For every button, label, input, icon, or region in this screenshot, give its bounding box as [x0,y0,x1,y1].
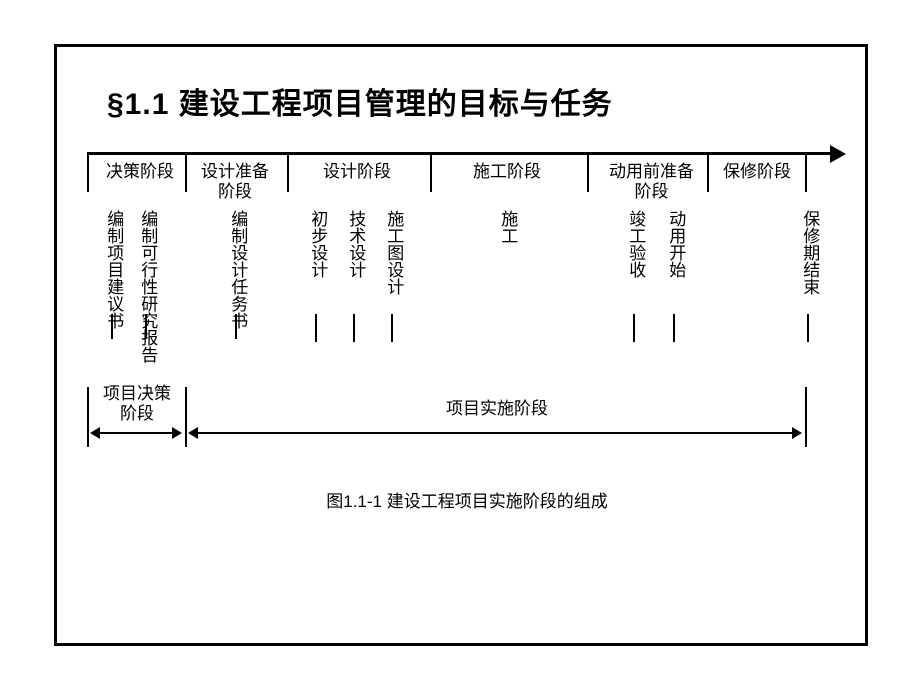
segment-boundary [185,387,187,447]
phase-label: 决策阶段 [100,162,180,182]
phase-divider-tick [87,155,89,192]
sub-item-label: 施工 [497,210,518,244]
sub-item-label: 技术设计 [345,210,366,278]
phase-label: 动用前准备阶段 [599,162,704,201]
sub-item-tick [235,314,237,339]
sub-item-tick [315,314,317,342]
slide-title: §1.1 建设工程项目管理的目标与任务 [107,79,613,123]
sub-item-tick [353,314,355,342]
figure-caption: 图1.1-1 建设工程项目实施阶段的组成 [277,487,657,512]
phase-divider-tick [430,155,432,192]
arrow-left-icon [90,427,100,439]
segment-label-decision: 项目决策阶段 [96,384,178,425]
phase-header-row: 决策阶段设计准备阶段 设计阶段 施工阶段 动用前准备阶段保修阶段 [87,160,837,200]
sub-item-label: 施工图设计 [383,210,404,295]
arrow-right-icon [172,427,182,439]
phase-label: 设计阶段 [317,162,397,182]
sub-item-label: 竣工验收 [625,210,646,278]
sub-item-tick [111,314,113,339]
timeline-arrow [87,152,832,155]
slide-frame: §1.1 建设工程项目管理的目标与任务 决策阶段设计准备阶段设计阶段施工阶段动用… [55,45,867,645]
sub-item-tick [807,314,809,342]
sub-item-tick [633,314,635,342]
arrow-right-icon [792,427,802,439]
segment-arrow-line [98,432,174,434]
arrow-left-icon [188,427,198,439]
sub-item-tick [391,314,393,342]
phase-label: 施工阶段 [467,162,547,182]
sub-item-label: 保修期结束 [799,210,820,295]
phase-divider-tick [185,155,187,192]
segment-arrow-line [196,432,794,434]
segment-boundary [805,387,807,447]
sub-item-label: 初步设计 [307,210,328,278]
sub-item-label: 动用开始 [665,210,686,278]
sub-item-tick [145,314,147,339]
phase-divider-tick [287,155,289,192]
sub-item-label: 编制可行性研究报告 [137,210,158,363]
phase-divider-tick [707,155,709,192]
segment-boundary [87,387,89,447]
sub-item-label: 编制项目建议书 [103,210,124,329]
phase-label: 设计准备阶段 [195,162,275,201]
phase-divider-tick [587,155,589,192]
sub-item-label: 编制设计任务书 [227,210,248,329]
segment-label-impl: 项目实施阶段 [427,399,567,419]
phase-label: 保修阶段 [717,162,797,182]
sub-item-tick [673,314,675,342]
phase-divider-tick [805,155,807,192]
timeline-diagram: 决策阶段设计准备阶段 设计阶段 施工阶段 动用前准备阶段保修阶段 图1.1-1 建设工… [87,152,842,532]
